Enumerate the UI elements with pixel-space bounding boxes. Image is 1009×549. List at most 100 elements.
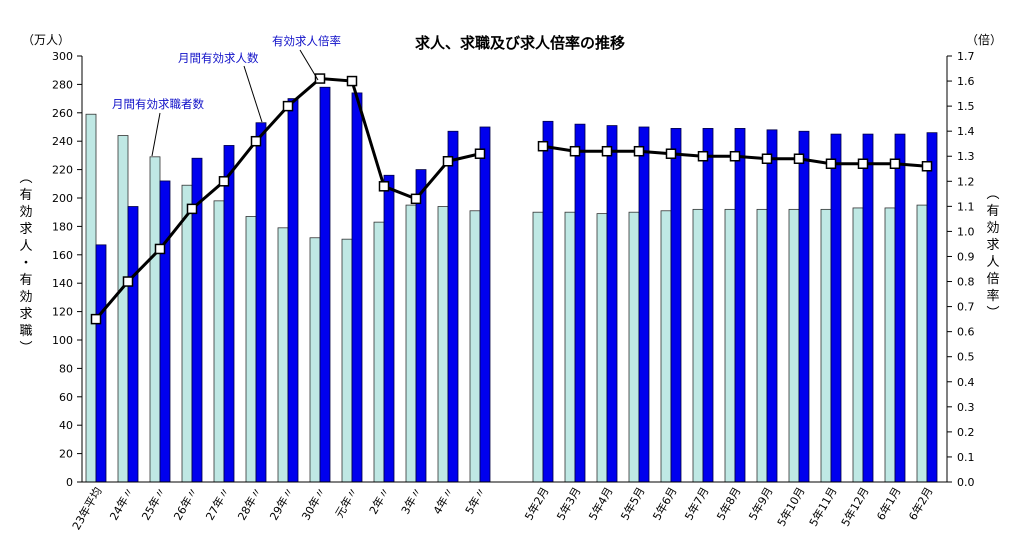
right-tick-label: 0.3: [957, 401, 975, 414]
x-tick-label: 5年12月: [838, 485, 872, 529]
ratio-point: [250, 135, 262, 147]
x-tick-label: 25年〃: [138, 485, 168, 523]
x-tick-label: 5年4月: [585, 485, 615, 523]
bar-job-openings: [479, 126, 491, 483]
bar-job-openings: [766, 129, 778, 483]
chart-title: 求人、求職及び求人倍率の推移: [415, 34, 625, 52]
bar-job-openings: [159, 180, 171, 483]
ratio-point: [378, 181, 390, 192]
bar-job-openings: [127, 206, 139, 483]
left-tick-label: 20: [59, 448, 73, 461]
bar-job-openings: [926, 132, 938, 483]
right-tick-label: 1.0: [957, 225, 975, 238]
left-tick-label: 120: [52, 306, 73, 319]
bar-job-seekers: [405, 204, 417, 483]
ratio-point: [889, 158, 901, 170]
left-tick-label: 60: [59, 391, 73, 404]
bar-job-seekers: [213, 200, 225, 483]
bar-job-seekers: [916, 204, 928, 483]
right-tick-label: 0.0: [957, 476, 975, 489]
bar-job-openings: [287, 98, 299, 483]
ratio-point: [921, 161, 933, 172]
x-tick-label: 24年〃: [106, 485, 136, 523]
ratio-point: [90, 313, 102, 325]
x-tick-label: 5年11月: [806, 485, 840, 529]
bar-job-seekers: [564, 211, 576, 483]
bar-job-seekers: [628, 211, 640, 483]
bar-job-seekers: [309, 237, 321, 483]
bar-job-openings: [542, 120, 554, 483]
left-tick-label: 40: [59, 419, 73, 432]
bar-job-openings: [351, 92, 363, 483]
right-tick-label: 0.2: [957, 426, 975, 439]
ratio-point: [474, 148, 486, 159]
x-tick-label: 5年5月: [617, 485, 647, 523]
ratio-point: [186, 203, 198, 215]
x-tick-label: 5年〃: [462, 485, 489, 517]
callout-seekers: 月間有効求職者数: [112, 97, 204, 157]
ratio-point: [218, 176, 230, 187]
x-tick-label: 5年9月: [745, 485, 775, 523]
bar-job-openings: [638, 126, 650, 483]
right-tick-label: 1.2: [957, 175, 975, 188]
right-tick-label: 0.6: [957, 326, 975, 339]
bar-job-seekers: [341, 238, 353, 483]
x-tick-label: 6年2月: [905, 485, 935, 523]
callout-seekers-label: 月間有効求職者数: [112, 97, 204, 111]
x-tick-label: 5年10月: [774, 485, 808, 529]
left-tick-label: 200: [52, 192, 73, 205]
right-axis-label: ︵有効求人倍率︶: [986, 187, 999, 321]
bar-job-openings: [702, 128, 714, 483]
left-tick-label: 140: [52, 277, 73, 290]
left-tick-label: 80: [59, 362, 73, 375]
x-tick-label: 3年〃: [398, 485, 425, 517]
left-tick-label: 240: [52, 135, 73, 148]
x-tick-label: 5年6月: [649, 485, 679, 523]
ratio-point: [825, 158, 837, 170]
left-tick-label: 100: [52, 334, 73, 347]
bar-job-seekers: [692, 208, 704, 483]
bar-job-openings: [574, 123, 586, 483]
ratio-point: [314, 73, 326, 84]
x-tick-label: 27年〃: [202, 485, 232, 523]
bar-job-openings: [862, 133, 874, 483]
x-tick-label: 5年2月: [521, 485, 551, 523]
left-tick-label: 280: [52, 78, 73, 91]
bar-job-openings: [830, 133, 842, 483]
bar-job-seekers: [724, 208, 736, 483]
x-tick-label: 2年〃: [366, 485, 393, 517]
bar-job-seekers: [469, 210, 481, 483]
callout-ratio-label: 有効求人倍率: [272, 34, 341, 48]
ratio-point: [569, 145, 581, 157]
ratio-point: [729, 150, 741, 162]
ratio-point: [665, 148, 677, 159]
ratio-point: [857, 158, 869, 170]
ratio-point: [761, 153, 773, 164]
x-tick-label: 28年〃: [234, 485, 264, 523]
bar-job-seekers: [437, 206, 449, 483]
bar-job-openings: [670, 128, 682, 483]
right-axis-unit: （倍）: [966, 32, 1002, 47]
bar-job-seekers: [596, 213, 608, 483]
left-tick-label: 220: [52, 164, 73, 177]
left-tick-label: 0: [66, 476, 73, 489]
bar-job-openings: [798, 130, 810, 483]
left-axis-unit: （万人）: [22, 33, 70, 47]
x-tick-label: 29年〃: [266, 485, 296, 523]
callout-openings: 月間有効求人数: [178, 51, 263, 123]
right-tick-label: 0.7: [957, 301, 975, 314]
bar-job-openings: [255, 122, 267, 483]
bar-job-seekers: [245, 216, 257, 483]
x-tick-label: 6年1月: [873, 485, 903, 523]
right-tick-label: 1.4: [957, 125, 975, 138]
left-tick-label: 300: [52, 50, 73, 63]
bar-job-seekers: [181, 184, 193, 483]
x-tick-label: 30年〃: [298, 485, 328, 523]
x-tick-label: 23年平均: [69, 485, 105, 533]
ratio-point: [633, 145, 645, 157]
x-tick-label: 5年7月: [681, 485, 711, 523]
ratio-point: [601, 145, 613, 157]
ratio-point: [410, 193, 422, 205]
bars: [85, 86, 938, 483]
